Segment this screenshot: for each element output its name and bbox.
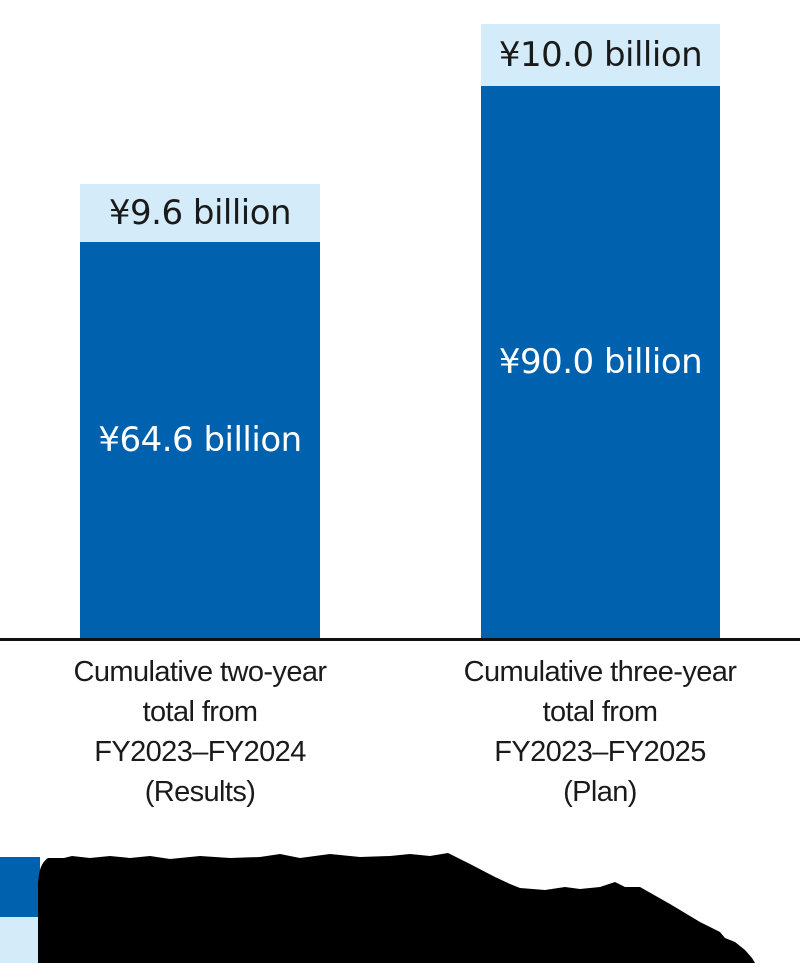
category-label-left: Cumulative two-year total from FY2023–FY… [20, 652, 380, 812]
bar-right-secondary-value-label: ¥10.0 billion [498, 35, 703, 75]
category-label-line: Cumulative three-year [463, 656, 737, 688]
category-label-line: (Plan) [563, 776, 637, 808]
bar-left-segment-primary: ¥64.6 billion [80, 242, 320, 638]
x-axis-baseline [0, 638, 800, 641]
category-label-line: total from [542, 696, 658, 728]
bar-right-segment-secondary: ¥10.0 billion [481, 24, 720, 86]
category-label-line: (Results) [144, 776, 256, 808]
category-label-line: FY2023–FY2024 [94, 736, 306, 768]
bar-right-primary-value-label: ¥90.0 billion [498, 342, 703, 382]
category-label-line: total from [142, 696, 258, 728]
category-label-right: Cumulative three-year total from FY2023–… [420, 652, 780, 812]
legend-swatch-primary [0, 857, 40, 917]
bar-left-primary-value-label: ¥64.6 billion [98, 420, 302, 460]
bar-left-segment-secondary: ¥9.6 billion [80, 184, 320, 242]
bar-left-secondary-value-label: ¥9.6 billion [108, 193, 292, 233]
bar-right-segment-primary: ¥90.0 billion [481, 86, 720, 638]
legend-swatch-secondary [0, 917, 40, 963]
legend-text-occluder [38, 853, 755, 963]
category-label-line: Cumulative two-year [73, 656, 328, 688]
category-label-line: FY2023–FY2025 [494, 736, 706, 768]
